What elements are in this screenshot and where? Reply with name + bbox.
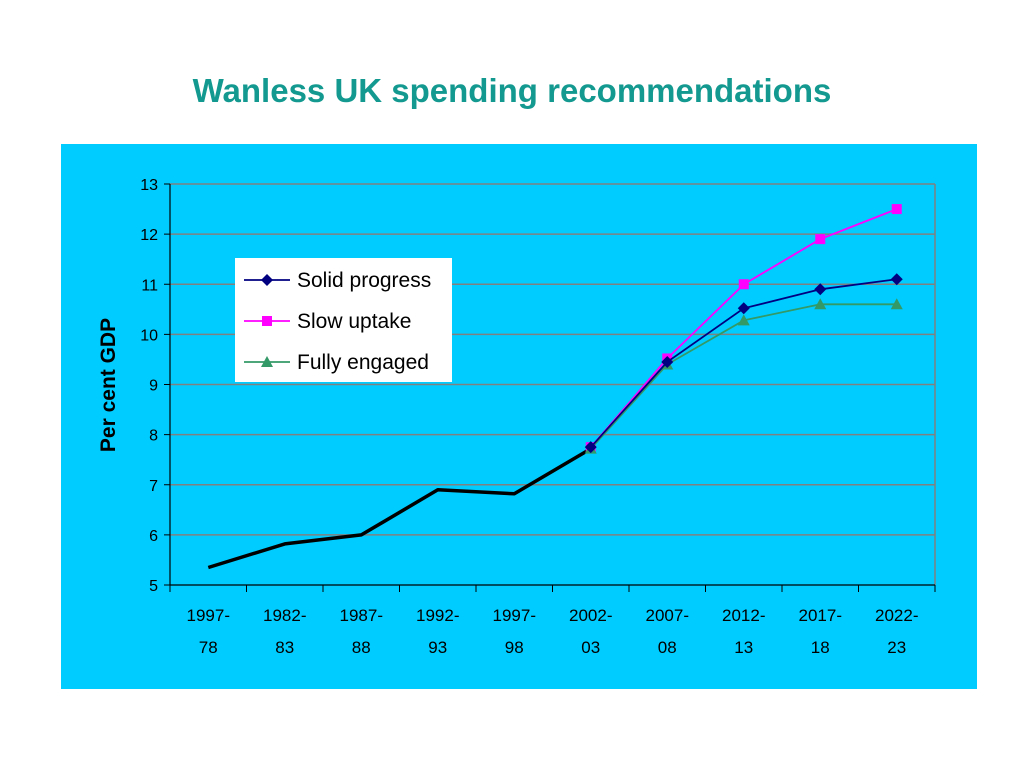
series-line [590, 208, 898, 448]
data-point [737, 302, 750, 315]
data-point [890, 298, 903, 310]
data-point [584, 441, 597, 454]
series-fully-engaged [584, 298, 903, 454]
gridlines [170, 183, 936, 585]
legend-label: Fully engaged [297, 351, 429, 374]
y-tick-label: 6 [149, 528, 158, 545]
y-tick-label: 10 [140, 327, 158, 344]
x-tick-label: 18 [811, 638, 830, 657]
series-solid-progress [584, 273, 903, 454]
x-tick-label: 2007- [646, 606, 689, 625]
data-point [890, 273, 903, 286]
y-tick-label: 9 [149, 378, 158, 395]
y-axis-label: Per cent GDP [97, 318, 120, 452]
historical-line [207, 447, 592, 570]
data-point [815, 234, 826, 245]
x-tick-label: 93 [428, 638, 447, 657]
x-tick-label: 1987- [340, 606, 383, 625]
data-point [737, 314, 750, 326]
axes: 56789101112131997-781982-831987-881992-9… [140, 177, 936, 657]
x-tick-label: 1982- [263, 606, 306, 625]
x-tick-label: 08 [658, 638, 677, 657]
x-tick-label: 1997- [187, 606, 230, 625]
series-slow-uptake [585, 204, 902, 453]
historical-series [207, 447, 592, 570]
data-point [738, 279, 749, 290]
x-tick-label: 98 [505, 638, 524, 657]
legend-marker [261, 356, 273, 367]
x-tick-label: 1992- [416, 606, 459, 625]
data-point [814, 298, 827, 310]
y-tick-label: 8 [149, 428, 158, 445]
x-tick-label: 03 [581, 638, 600, 657]
y-tick-label: 5 [149, 578, 158, 595]
legend-marker [261, 274, 273, 286]
x-tick-label: 2017- [799, 606, 842, 625]
x-tick-label: 2002- [569, 606, 612, 625]
data-point [891, 204, 902, 215]
data-point [814, 283, 827, 296]
x-tick-label: 1997- [493, 606, 536, 625]
legend-label: Slow uptake [297, 310, 411, 333]
legend: Solid progress Slow uptake Fully engaged [235, 258, 452, 382]
x-tick-label: 13 [734, 638, 753, 657]
y-tick-label: 7 [149, 478, 158, 495]
y-tick-label: 11 [141, 277, 158, 294]
slide-title: Wanless UK spending recommendations [192, 72, 832, 109]
series-line [590, 303, 897, 450]
x-tick-label: 88 [352, 638, 371, 657]
legend-label: Solid progress [297, 269, 431, 292]
x-tick-label: 23 [887, 638, 906, 657]
data-point [661, 355, 674, 368]
y-tick-label: 12 [140, 227, 158, 244]
x-tick-label: 83 [275, 638, 294, 657]
x-tick-label: 2022- [875, 606, 918, 625]
projection-series [584, 204, 903, 454]
x-tick-label: 2012- [722, 606, 765, 625]
y-tick-label: 13 [140, 177, 158, 194]
legend-marker [262, 316, 272, 326]
x-tick-label: 78 [199, 638, 218, 657]
